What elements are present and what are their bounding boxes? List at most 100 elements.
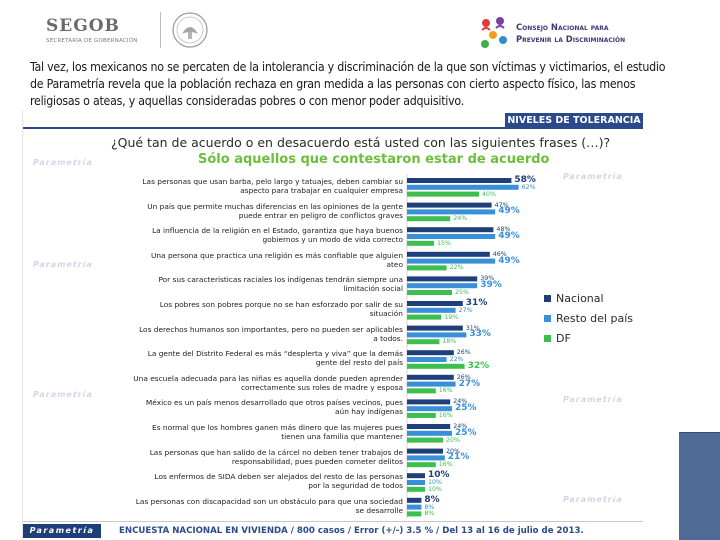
bar-df <box>407 216 451 222</box>
category-label-line: Un país que permite muchas diferencias e… <box>147 201 403 211</box>
category-label: Los pobres son pobres porque no se han e… <box>160 300 403 318</box>
conapred-people-icon <box>481 17 507 48</box>
bar-nacional <box>407 374 454 380</box>
category-label-line: Las personas que usan barba, pelo largo … <box>142 177 403 186</box>
bar-df <box>407 240 434 246</box>
category-label-line: a todos. <box>373 333 403 343</box>
value-label-resto: 22% <box>449 356 464 363</box>
bar-df <box>407 314 442 320</box>
category-label: Es normal que los hombres ganen más dine… <box>152 423 403 441</box>
value-label-df: 24% <box>453 215 468 223</box>
bar-resto <box>407 357 447 362</box>
value-label-resto: 25% <box>455 403 477 414</box>
legend-swatch-nacional <box>544 295 551 302</box>
bar-df <box>407 413 436 418</box>
bar-df <box>407 511 422 517</box>
value-label-nacional: 39% <box>480 275 495 283</box>
value-label-df: 19% <box>444 313 459 321</box>
bar-resto <box>407 430 452 436</box>
value-label-resto: 10% <box>428 479 442 486</box>
category-label-line: Los enfermos de SIDA deben ser alejados … <box>154 472 403 482</box>
header: SEGOB SECRETARÍA DE GOBERNACIÓN Consejo … <box>0 0 720 58</box>
value-label-resto: 49% <box>498 206 520 217</box>
legend-swatch-resto <box>544 315 551 322</box>
category-label-line: gente del resto del país <box>315 358 403 368</box>
value-label-df: 25% <box>455 289 469 296</box>
value-label-nacional: 47% <box>494 201 509 209</box>
value-label-df: 16% <box>438 387 453 395</box>
bar-nacional <box>407 301 463 306</box>
category-label: Las personas que usan barba, pelo largo … <box>142 177 403 195</box>
conapred-text: Consejo Nacional para Prevenir la Discri… <box>516 21 625 45</box>
category-label-line: La influencia de la religión en el Estad… <box>152 226 403 236</box>
category-label-line: Las personas que han salido de la cárcel… <box>149 447 403 457</box>
bar-df <box>407 265 447 271</box>
bar-resto <box>407 332 467 338</box>
legend-item-df: DF <box>544 332 644 346</box>
legend-item-nacional: Nacional <box>544 292 644 306</box>
category-label-line: Los pobres son pobres porque no se han e… <box>159 300 403 309</box>
category-label: Las personas con discapacidad son un obs… <box>136 497 403 515</box>
bar-resto <box>407 258 496 264</box>
category-label: Por sus características raciales los ind… <box>158 275 403 293</box>
parametria-logo: Parametría <box>23 524 101 538</box>
watermark: Parametría <box>33 390 93 399</box>
value-label-df: 15% <box>437 239 451 247</box>
value-label-resto: 8% <box>424 503 435 511</box>
chart-title: ¿Qué tan de acuerdo o en desacuerdo está… <box>111 135 611 150</box>
value-label-nacional: 8% <box>424 494 440 505</box>
slide-footer: Parametría ENCUESTA NACIONAL EN VIVIENDA… <box>23 521 643 540</box>
category-label-line: limitación social <box>343 284 403 294</box>
bar-nacional <box>407 399 451 405</box>
bar-chart <box>406 174 519 519</box>
category-label-line: La gente del Distrito Federal es más “de… <box>147 349 403 359</box>
category-label-line: correctamente sus roles de madre y espos… <box>240 382 403 392</box>
value-label-df: 10% <box>428 485 442 493</box>
value-label-nacional: 46% <box>492 250 507 258</box>
value-label-nacional: 58% <box>514 175 536 185</box>
banner-rule <box>23 127 643 129</box>
bar-nacional <box>407 350 454 356</box>
value-label-resto: 49% <box>498 231 520 241</box>
value-label-df: 20% <box>446 436 460 444</box>
bar-resto <box>407 209 496 215</box>
category-label-line: se desarrolle <box>355 505 403 515</box>
bar-df <box>407 462 436 468</box>
bar-nacional <box>407 424 451 429</box>
value-label-resto: 49% <box>498 255 520 266</box>
segob-logo-name: SEGOB <box>46 16 120 36</box>
corner-decoration-line <box>679 432 720 433</box>
value-label-nacional: 26% <box>456 373 471 381</box>
conapred-line-1: Consejo Nacional para <box>516 22 609 32</box>
bar-resto <box>407 406 452 412</box>
category-label-line: por la seguridad de todos <box>308 481 403 491</box>
bar-nacional <box>407 202 492 208</box>
value-label-resto: 21% <box>447 452 470 463</box>
category-label-line: ateo <box>386 259 404 269</box>
bar-df <box>407 191 479 197</box>
legend-item-resto: Resto del país <box>544 312 644 326</box>
watermark: Parametría <box>563 495 623 504</box>
category-label: Los enfermos de SIDA deben ser alejados … <box>154 472 403 490</box>
category-label: Las personas que han salido de la cárcel… <box>150 448 403 466</box>
value-label-nacional: 20% <box>446 447 460 455</box>
bar-nacional <box>407 448 443 454</box>
bar-nacional <box>407 276 478 282</box>
category-label: La influencia de la religión en el Estad… <box>152 226 403 244</box>
bar-resto <box>407 234 496 239</box>
legend-label-nacional: Nacional <box>556 292 604 305</box>
category-label-line: gobiernos y un modo de vida correcto <box>262 235 403 245</box>
logo-separator <box>160 12 161 48</box>
category-label-line: México es un país menos desarrollado que… <box>145 398 403 408</box>
legend-swatch-df <box>544 335 551 342</box>
value-label-resto: 62% <box>521 183 536 191</box>
legend-label-df: DF <box>556 332 571 345</box>
category-label-line: tienen una familia que mantener <box>281 432 403 441</box>
intro-paragraph: Tal vez, los mexicanos no se percaten de… <box>30 60 666 108</box>
value-label-df: 22% <box>449 264 464 272</box>
chart-slide: Parametría Parametría Parametría Paramet… <box>22 110 644 540</box>
category-label-line: Por sus características raciales los ind… <box>158 275 403 285</box>
legend-label-resto: Resto del país <box>556 312 633 325</box>
bar-nacional <box>407 178 512 183</box>
value-label-resto: 27% <box>458 378 481 389</box>
